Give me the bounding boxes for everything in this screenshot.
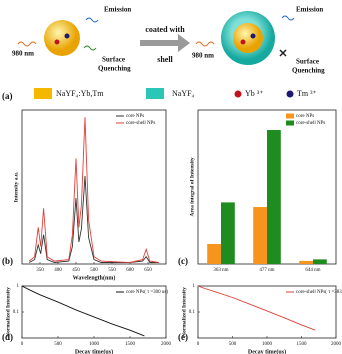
label: Emission — [296, 6, 323, 14]
x-tick-label: 0 — [197, 342, 200, 347]
y-tick-label: 0.1 — [189, 310, 196, 315]
x-tick-label: 550 — [108, 268, 116, 273]
panel-label: (b) — [2, 256, 13, 266]
legend-text: NaYF₄:Yb,Tm — [56, 89, 104, 98]
x-tick-label: 477 nm — [259, 268, 274, 273]
x-tick-label: 1500 — [297, 342, 308, 347]
x-axis-label: Decay time(us) — [75, 348, 113, 354]
x-tick-label: 500 — [54, 342, 62, 347]
core-particle — [233, 23, 263, 53]
panel-label: (a) — [2, 91, 13, 101]
x-tick-label: 450 — [72, 268, 80, 273]
x-tick-label: 2000 — [161, 342, 172, 347]
swatch — [146, 88, 164, 99]
bar — [267, 130, 281, 264]
y-tick-label: 0.1 — [13, 310, 20, 315]
excitation-arrow — [195, 41, 215, 47]
label: Emission — [104, 6, 131, 14]
x-tick-label: 2000 — [331, 342, 342, 347]
x-tick-label: 650 — [144, 268, 152, 273]
legend-label: core-shell NPs — [296, 121, 325, 126]
yb-dot — [234, 90, 242, 98]
emission-arrow — [85, 17, 99, 23]
label: Surface — [296, 58, 319, 66]
tm-dot — [286, 90, 294, 98]
legend-label: core NPs — [296, 114, 314, 119]
series-line — [21, 285, 145, 337]
x-tick-label: 1000 — [262, 342, 273, 347]
series-line — [28, 175, 159, 263]
label: shell — [157, 55, 173, 64]
label: coated with — [145, 25, 185, 34]
legend-text: Yb ³⁺ — [245, 89, 263, 98]
plot-frame — [21, 109, 167, 265]
label: Quenching — [292, 67, 325, 75]
y-tick-label: 1 — [193, 284, 196, 289]
y-axis-label: Normalized Intensity — [181, 287, 187, 337]
emission-arrow — [281, 15, 295, 21]
x-tick-label: 400 — [54, 268, 62, 273]
x-tick-label: 644 nm — [305, 268, 320, 273]
process-arrow — [140, 34, 190, 52]
tm-ion — [64, 33, 70, 39]
bar — [221, 202, 235, 264]
x-tick-label: 1000 — [89, 342, 100, 347]
series-line — [28, 117, 159, 263]
bar — [253, 207, 267, 264]
swatch — [34, 88, 52, 99]
x-tick-label: 363 nm — [213, 268, 228, 273]
x-axis-label: Wavelength(nm) — [73, 274, 116, 281]
x-tick-label: 1500 — [125, 342, 136, 347]
bar — [313, 259, 327, 264]
blocked-mark — [279, 49, 287, 57]
legend-label: core-shell NPs — [126, 121, 155, 126]
quench-arrow — [83, 45, 97, 51]
x-tick-label: 350 — [36, 268, 44, 273]
panel-label: (e) — [178, 332, 188, 342]
label: Surface — [102, 56, 125, 64]
bar — [207, 243, 221, 264]
legend-label: core NPs — [126, 114, 144, 119]
legend-label: core-shell NPs( τ =383 us) — [296, 290, 342, 295]
legend-text: NaYF₄ — [172, 89, 195, 98]
diagram: Emission 980 nm Surface Quenching coated… — [12, 6, 325, 75]
y-axis-label: Area integral of Intensity — [189, 157, 195, 217]
bar — [299, 260, 313, 264]
x-tick-label: 500 — [229, 342, 237, 347]
label: 980 nm — [192, 52, 214, 60]
panel-label: (c) — [178, 256, 188, 266]
x-axis-label: Decay time(us) — [248, 348, 286, 354]
x-tick-label: 600 — [126, 268, 134, 273]
series-line — [197, 285, 316, 331]
x-tick-label: 500 — [90, 268, 98, 273]
legend-swatch — [286, 120, 294, 126]
legend-text: Tm ³⁺ — [297, 89, 317, 98]
yb-ion — [240, 39, 246, 45]
panel-label: (d) — [2, 332, 13, 342]
core-particle — [44, 20, 80, 56]
x-tick-label: 0 — [21, 342, 24, 347]
tm-ion — [250, 33, 256, 39]
legend-swatch — [286, 113, 294, 119]
y-axis-label: Intensity a.u. — [13, 171, 19, 202]
y-axis-label: Normalized Intensity — [5, 287, 11, 337]
legend-label: core NPs( τ =300 us) — [126, 290, 168, 295]
legend-row: (a) NaYF₄:Yb,Tm NaYF₄ Yb ³⁺ Tm ³⁺ — [2, 88, 317, 101]
label: 980 nm — [12, 50, 34, 58]
yb-ion — [54, 39, 60, 45]
label: Quenching — [98, 65, 131, 73]
y-tick-label: 1 — [17, 284, 20, 289]
excitation-arrow — [17, 41, 37, 47]
